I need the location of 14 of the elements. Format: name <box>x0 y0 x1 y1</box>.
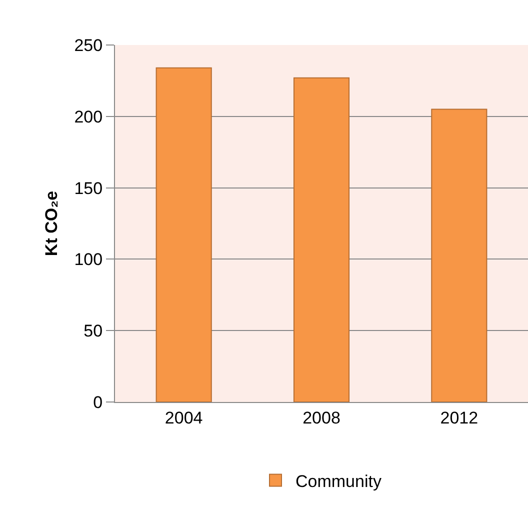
legend-label: Community <box>296 472 382 491</box>
y-tick-label: 100 <box>74 250 103 270</box>
y-tick-label: 200 <box>74 107 103 126</box>
bar <box>156 67 212 402</box>
bar <box>293 77 350 402</box>
y-tick-label: 150 <box>74 178 103 198</box>
x-tick-label: 2004 <box>164 408 203 428</box>
y-tick-label: 250 <box>74 36 103 55</box>
bar <box>431 108 488 402</box>
y-tick-label: 50 <box>84 322 103 341</box>
y-axis-title: Kt CO₂e <box>42 190 61 256</box>
y-tick-label: 0 <box>93 392 103 412</box>
x-tick-label: 2012 <box>440 408 478 428</box>
x-tick-label: 2008 <box>302 408 340 428</box>
